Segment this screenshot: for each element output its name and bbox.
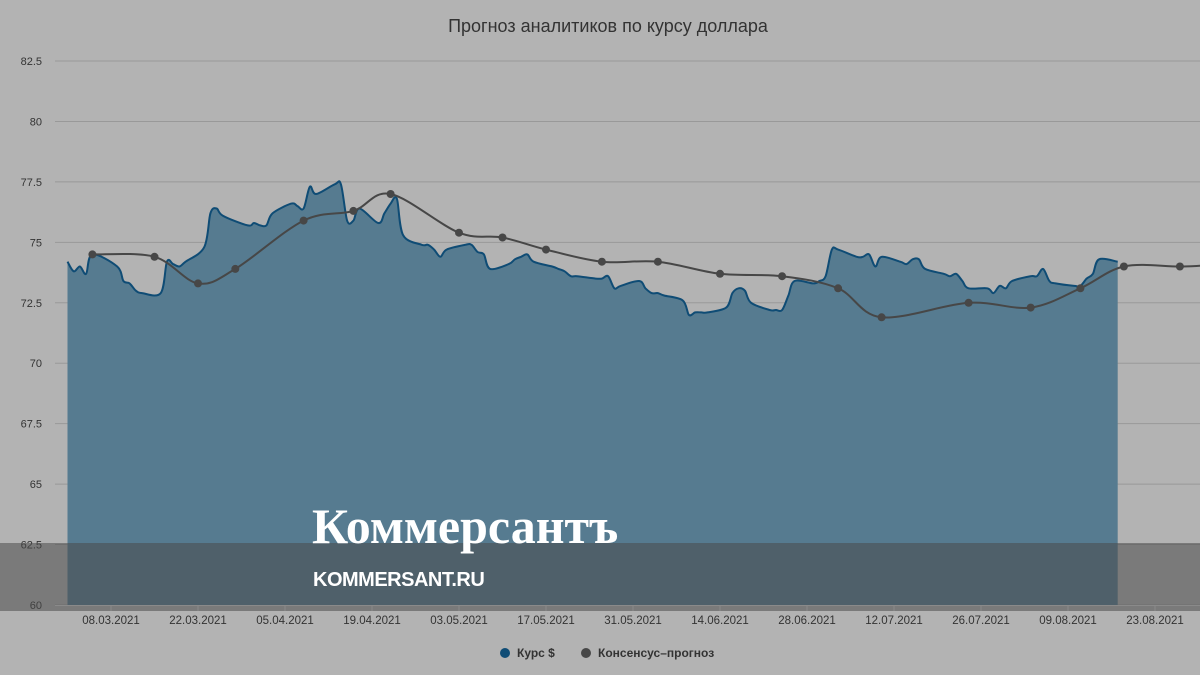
y-tick-label: 75 [30,237,42,249]
x-tick-label: 26.07.2021 [952,615,1010,627]
forecast-point[interactable] [597,257,606,266]
forecast-point[interactable] [88,250,97,259]
x-tick-label: 08.03.2021 [82,615,140,627]
x-tick-label: 28.06.2021 [778,615,836,627]
forecast-point[interactable] [498,233,507,242]
forecast-point[interactable] [1119,262,1128,271]
x-tick-label: 17.05.2021 [517,615,575,627]
legend-item-rate[interactable]: Курс $ [500,646,555,660]
forecast-point[interactable] [877,313,886,322]
watermark-band [0,543,1200,611]
forecast-point[interactable] [778,272,787,281]
rate-area-fill [67,181,1118,605]
rate-line[interactable] [66,180,1118,317]
forecast-line-series[interactable] [88,190,1200,322]
x-tick-label: 14.06.2021 [691,615,749,627]
y-tick-label: 72.5 [21,298,42,310]
y-tick-label: 67.5 [21,419,42,431]
x-axis: 08.03.2021 22.03.2021 05.04.2021 19.04.2021… [55,605,1200,627]
forecast-point[interactable] [150,252,159,261]
x-tick-label: 19.04.2021 [343,615,401,627]
forecast-point[interactable] [349,206,358,215]
x-tick-label: 23.08.2021 [1126,615,1184,627]
rate-area-series[interactable] [66,180,1118,605]
legend: Курс $ Консенсус–прогноз [500,646,714,660]
x-tick-label: 03.05.2021 [430,615,488,627]
y-tick-label: 70 [30,358,42,370]
legend-label-forecast: Консенсус–прогноз [598,646,714,660]
legend-marker-rate [500,648,510,658]
x-tick-label: 31.05.2021 [604,615,662,627]
forecast-point[interactable] [834,284,843,293]
forecast-point[interactable] [1076,284,1085,293]
y-tick-label: 65 [30,479,42,491]
x-tick-label: 05.04.2021 [256,615,314,627]
forecast-point[interactable] [194,279,202,288]
x-tick-label: 09.08.2021 [1039,615,1097,627]
forecast-point[interactable] [231,264,240,273]
forecast-point[interactable] [299,216,308,225]
forecast-point[interactable] [716,269,724,278]
forecast-point[interactable] [542,245,550,254]
y-tick-label: 82.5 [21,56,42,68]
x-tick-label: 12.07.2021 [865,615,923,627]
forecast-point[interactable] [964,298,973,307]
watermark-brand: Коммерсантъ [312,498,618,554]
legend-item-forecast[interactable]: Консенсус–прогноз [581,646,714,660]
y-tick-label: 80 [30,116,42,128]
x-tick-label: 22.03.2021 [169,615,227,627]
forecast-point[interactable] [653,257,662,266]
forecast-point[interactable] [1026,303,1035,312]
y-tick-label: 77.5 [21,177,42,189]
watermark-site: KOMMERSANT.RU [313,569,484,591]
legend-marker-forecast [581,648,591,658]
legend-label-rate: Курс $ [517,646,555,660]
forecast-point[interactable] [455,228,463,237]
chart-title: Прогноз аналитиков по курсу доллара [448,16,769,36]
forecast-point[interactable] [386,190,395,198]
forecast-point[interactable] [1175,262,1184,271]
